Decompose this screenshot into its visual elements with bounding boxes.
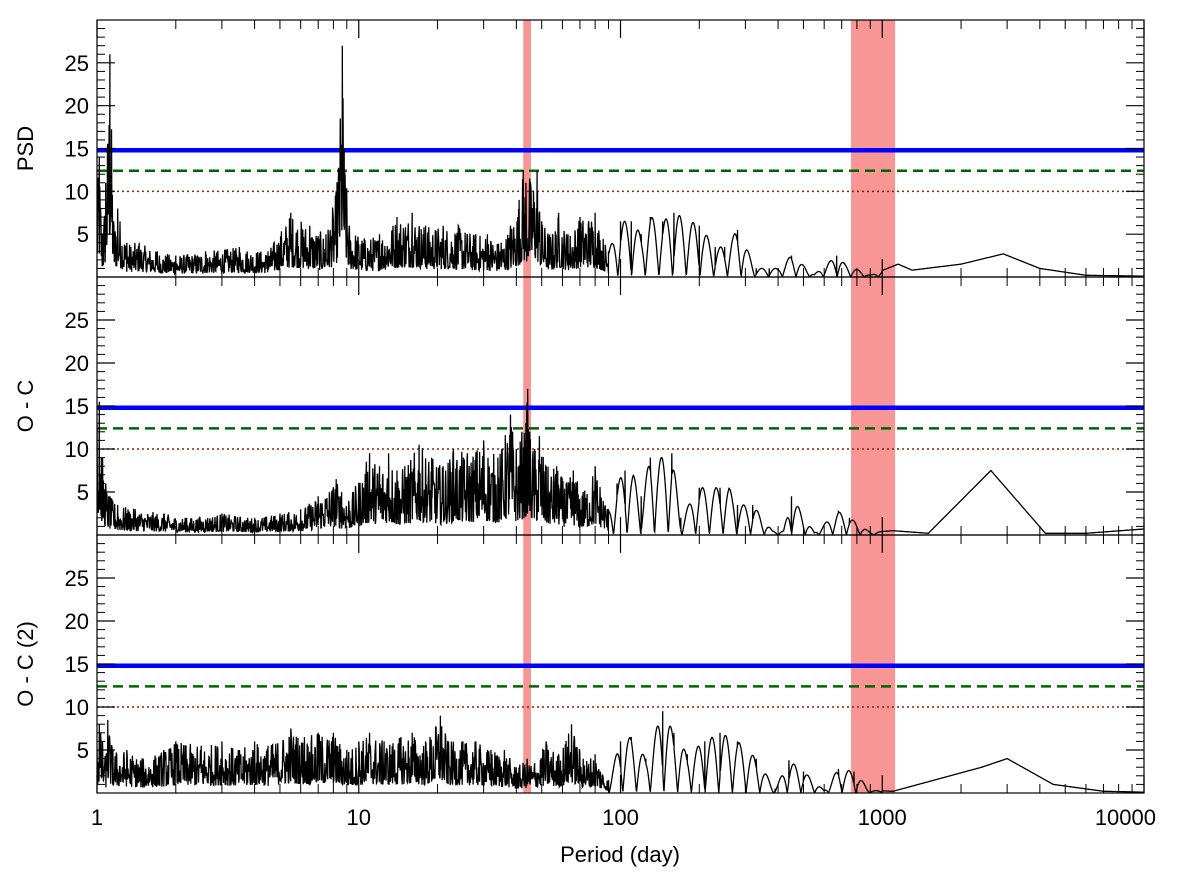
y-tick-label: 10 [65, 695, 89, 720]
y-tick-label: 25 [65, 51, 89, 76]
x-tick-label: 100 [602, 805, 639, 830]
y-axis-title-2: O - C [13, 380, 38, 433]
x-axis: Period (day) 1 10 100 1000 10000 [91, 805, 1156, 867]
y-tick-label: 15 [65, 652, 89, 677]
y-tick-label: 20 [65, 609, 89, 634]
y-tick-label: 20 [65, 351, 89, 376]
y-tick-label: 10 [65, 437, 89, 462]
spectrum-line-2 [97, 388, 1144, 535]
y-tick-label: 25 [65, 566, 89, 591]
y-tick-label: 25 [65, 308, 89, 333]
y-tick-label: 5 [77, 480, 89, 505]
panel-2: 5 10 15 20 25 O - C [13, 276, 1145, 536]
panel-1: 5 10 15 20 25 PSD [13, 19, 1145, 278]
y-tick-label: 5 [77, 738, 89, 763]
spectrum-line-1 [97, 45, 1144, 277]
x-tick-label: 10000 [1095, 805, 1156, 830]
panel-3: 5 10 15 20 25 O - C (2) [13, 534, 1145, 794]
x-tick-label: 1000 [858, 805, 907, 830]
y-axis-title-3: O - C (2) [13, 621, 38, 707]
y-tick-label: 5 [77, 222, 89, 247]
x-tick-label: 10 [347, 805, 371, 830]
spectrum-line-3 [97, 711, 1144, 793]
y-tick-label: 15 [65, 137, 89, 162]
y-tick-label: 15 [65, 394, 89, 419]
x-tick-label: 1 [91, 805, 103, 830]
x-axis-title: Period (day) [560, 842, 680, 867]
y-tick-label: 10 [65, 179, 89, 204]
y-tick-label: 20 [65, 94, 89, 119]
y-axis-title-1: PSD [13, 126, 38, 171]
panels: 5 10 15 20 25 PSD 5 10 15 20 25 O - C 5 10 15 20 25 O - C… [13, 19, 1145, 794]
